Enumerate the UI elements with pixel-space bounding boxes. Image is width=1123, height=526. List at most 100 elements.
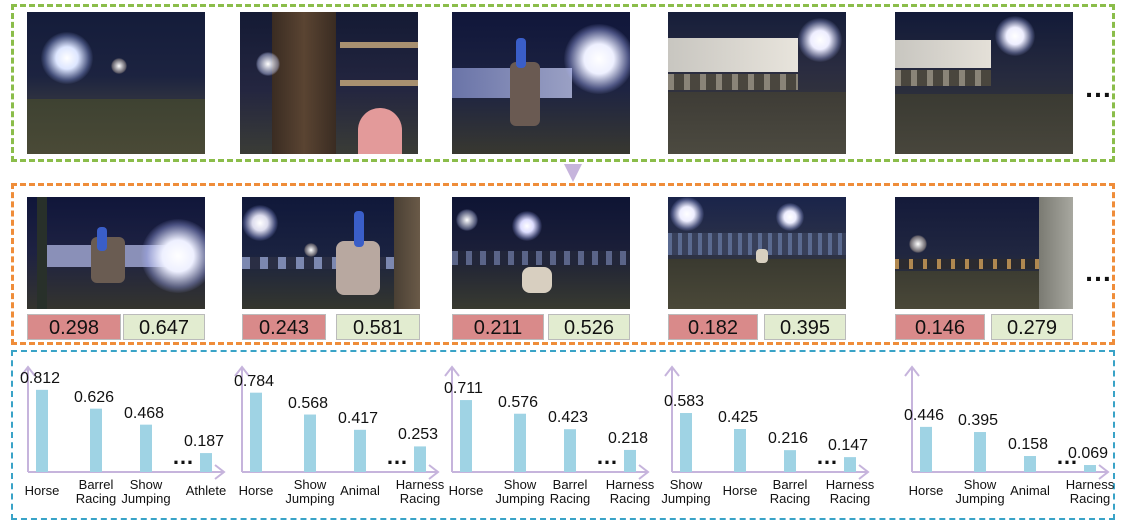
bar-category-label: Show Jumping (495, 477, 545, 506)
bar (844, 457, 856, 472)
bar-value-label: 0.158 (1008, 436, 1049, 453)
frame-4-image (668, 12, 846, 154)
bar-category-label: Harness Racing (605, 477, 655, 506)
selected-frame-1-image (27, 197, 205, 309)
bar-value-label: 0.576 (498, 393, 539, 411)
bar-value-label: 0.468 (124, 404, 165, 422)
selected-frame-3-image (452, 197, 630, 309)
concept-chart-1: 0.812 Horse 0.626 Barrel Racing 0.468 Show Ju… (18, 364, 226, 519)
bar-category-label: Horse (448, 483, 484, 498)
x-axis-arrow-icon (638, 464, 650, 480)
bar (250, 392, 262, 472)
bar-value-label: 0.069 (1068, 445, 1109, 463)
bar (304, 414, 316, 472)
bar (460, 400, 472, 472)
chart-svg (904, 365, 1110, 480)
bar-value-label: 0.423 (548, 409, 589, 427)
y-axis-arrow-icon (20, 365, 36, 377)
bar-value-label: 0.216 (768, 430, 809, 448)
bar-value-label: 0.425 (718, 409, 759, 426)
frame-4-green-score: 0.395 (764, 314, 846, 340)
bar-value-label: 0.626 (74, 388, 115, 406)
frame-5-green-score: 0.279 (991, 314, 1073, 340)
bar (564, 429, 576, 472)
frame-3-image (452, 12, 630, 154)
bar-category-label: Horse (908, 483, 944, 498)
bar-category-label: Barrel Racing (769, 477, 811, 506)
chart-svg (20, 365, 226, 480)
frame-3-green-score: 0.526 (548, 314, 630, 340)
chart-ellipsis: … (386, 444, 408, 469)
x-axis-arrow-icon (858, 464, 870, 480)
bar-category-label: Animal (1010, 483, 1050, 498)
frame-5-red-score: 0.146 (895, 314, 985, 340)
frame-2-red-score: 0.243 (242, 314, 326, 340)
bar-value-label: 0.446 (904, 406, 945, 424)
x-axis-arrow-icon (428, 464, 440, 480)
y-axis-arrow-icon (234, 365, 250, 377)
concept-chart-4: 0.583 Show Jumping 0.425 Horse 0.216 Barrel R… (661, 364, 874, 519)
concept-chart-2: 0.784 Horse 0.568 Show Jumping 0.417 Animal 0.… (232, 364, 444, 519)
frame-2-image (240, 12, 418, 154)
chart-ellipsis: … (596, 444, 618, 469)
bar-category-label: Horse (24, 483, 60, 498)
frame-2-green-score: 0.581 (336, 314, 420, 340)
bar (920, 426, 932, 472)
bar-value-label: 0.568 (288, 394, 329, 412)
bar (354, 429, 366, 472)
y-axis-arrow-icon (904, 365, 920, 377)
bar-category-label: Show Jumping (955, 477, 1005, 506)
frame-3-red-score: 0.211 (452, 314, 544, 340)
chart-svg (234, 365, 440, 480)
chart-svg (444, 365, 650, 480)
bar (974, 432, 986, 472)
selected-frame-4-image (668, 197, 846, 309)
bar (200, 453, 212, 472)
bar-value-label: 0.812 (20, 369, 61, 387)
bar-value-label: 0.147 (828, 437, 869, 455)
chart-ellipsis: … (1056, 444, 1078, 469)
bar-category-label: Barrel Racing (549, 477, 591, 506)
bar-category-label: Animal (340, 483, 380, 498)
bar (784, 450, 796, 472)
row1-ellipsis: … (1084, 72, 1113, 103)
video-frames-group (11, 4, 1115, 162)
bar-category-label: Horse (238, 483, 274, 498)
y-axis-arrow-icon (664, 365, 680, 377)
bar-category-label: Harness Racing (1065, 477, 1115, 506)
x-axis-arrow-icon (1098, 464, 1110, 480)
bar-value-label: 0.187 (184, 433, 225, 451)
bar (140, 424, 152, 472)
bar-category-label: Athlete (185, 483, 227, 498)
bar (680, 413, 692, 472)
bar (90, 408, 102, 472)
x-axis-arrow-icon (214, 464, 226, 480)
chart-svg (664, 365, 870, 480)
frame-5-image (895, 12, 1073, 154)
frame-4-red-score: 0.182 (668, 314, 758, 340)
bar-category-label: Show Jumping (661, 477, 711, 506)
concept-chart-3: 0.711 Horse 0.576 Show Jumping 0.423 Barrel R… (442, 364, 654, 519)
chart-ellipsis: … (816, 444, 838, 469)
bar-value-label: 0.711 (444, 380, 483, 398)
concept-chart-5: 0.446 Horse 0.395 Show Jumping 0.158 Animal 0.… (902, 364, 1114, 519)
bar (1024, 456, 1036, 472)
bar (514, 413, 526, 472)
bar-category-label: Show Jumping (285, 477, 335, 506)
bar-value-label: 0.218 (608, 429, 649, 447)
frame-1-green-score: 0.647 (123, 314, 205, 340)
bar (414, 446, 426, 472)
bar (36, 389, 48, 472)
bar-value-label: 0.583 (664, 393, 705, 410)
selected-frames-group (11, 183, 1115, 345)
bar-value-label: 0.784 (234, 372, 275, 390)
bar-category-label: Harness Racing (825, 477, 875, 506)
selected-frame-5-image (895, 197, 1073, 309)
frame-1-red-score: 0.298 (27, 314, 121, 340)
bar-category-label: Show Jumping (121, 477, 171, 506)
y-axis-arrow-icon (444, 365, 460, 377)
bar (734, 429, 746, 472)
bar-category-label: Harness Racing (395, 477, 445, 506)
bar-category-label: Barrel Racing (75, 477, 117, 506)
bar-value-label: 0.395 (958, 412, 999, 430)
